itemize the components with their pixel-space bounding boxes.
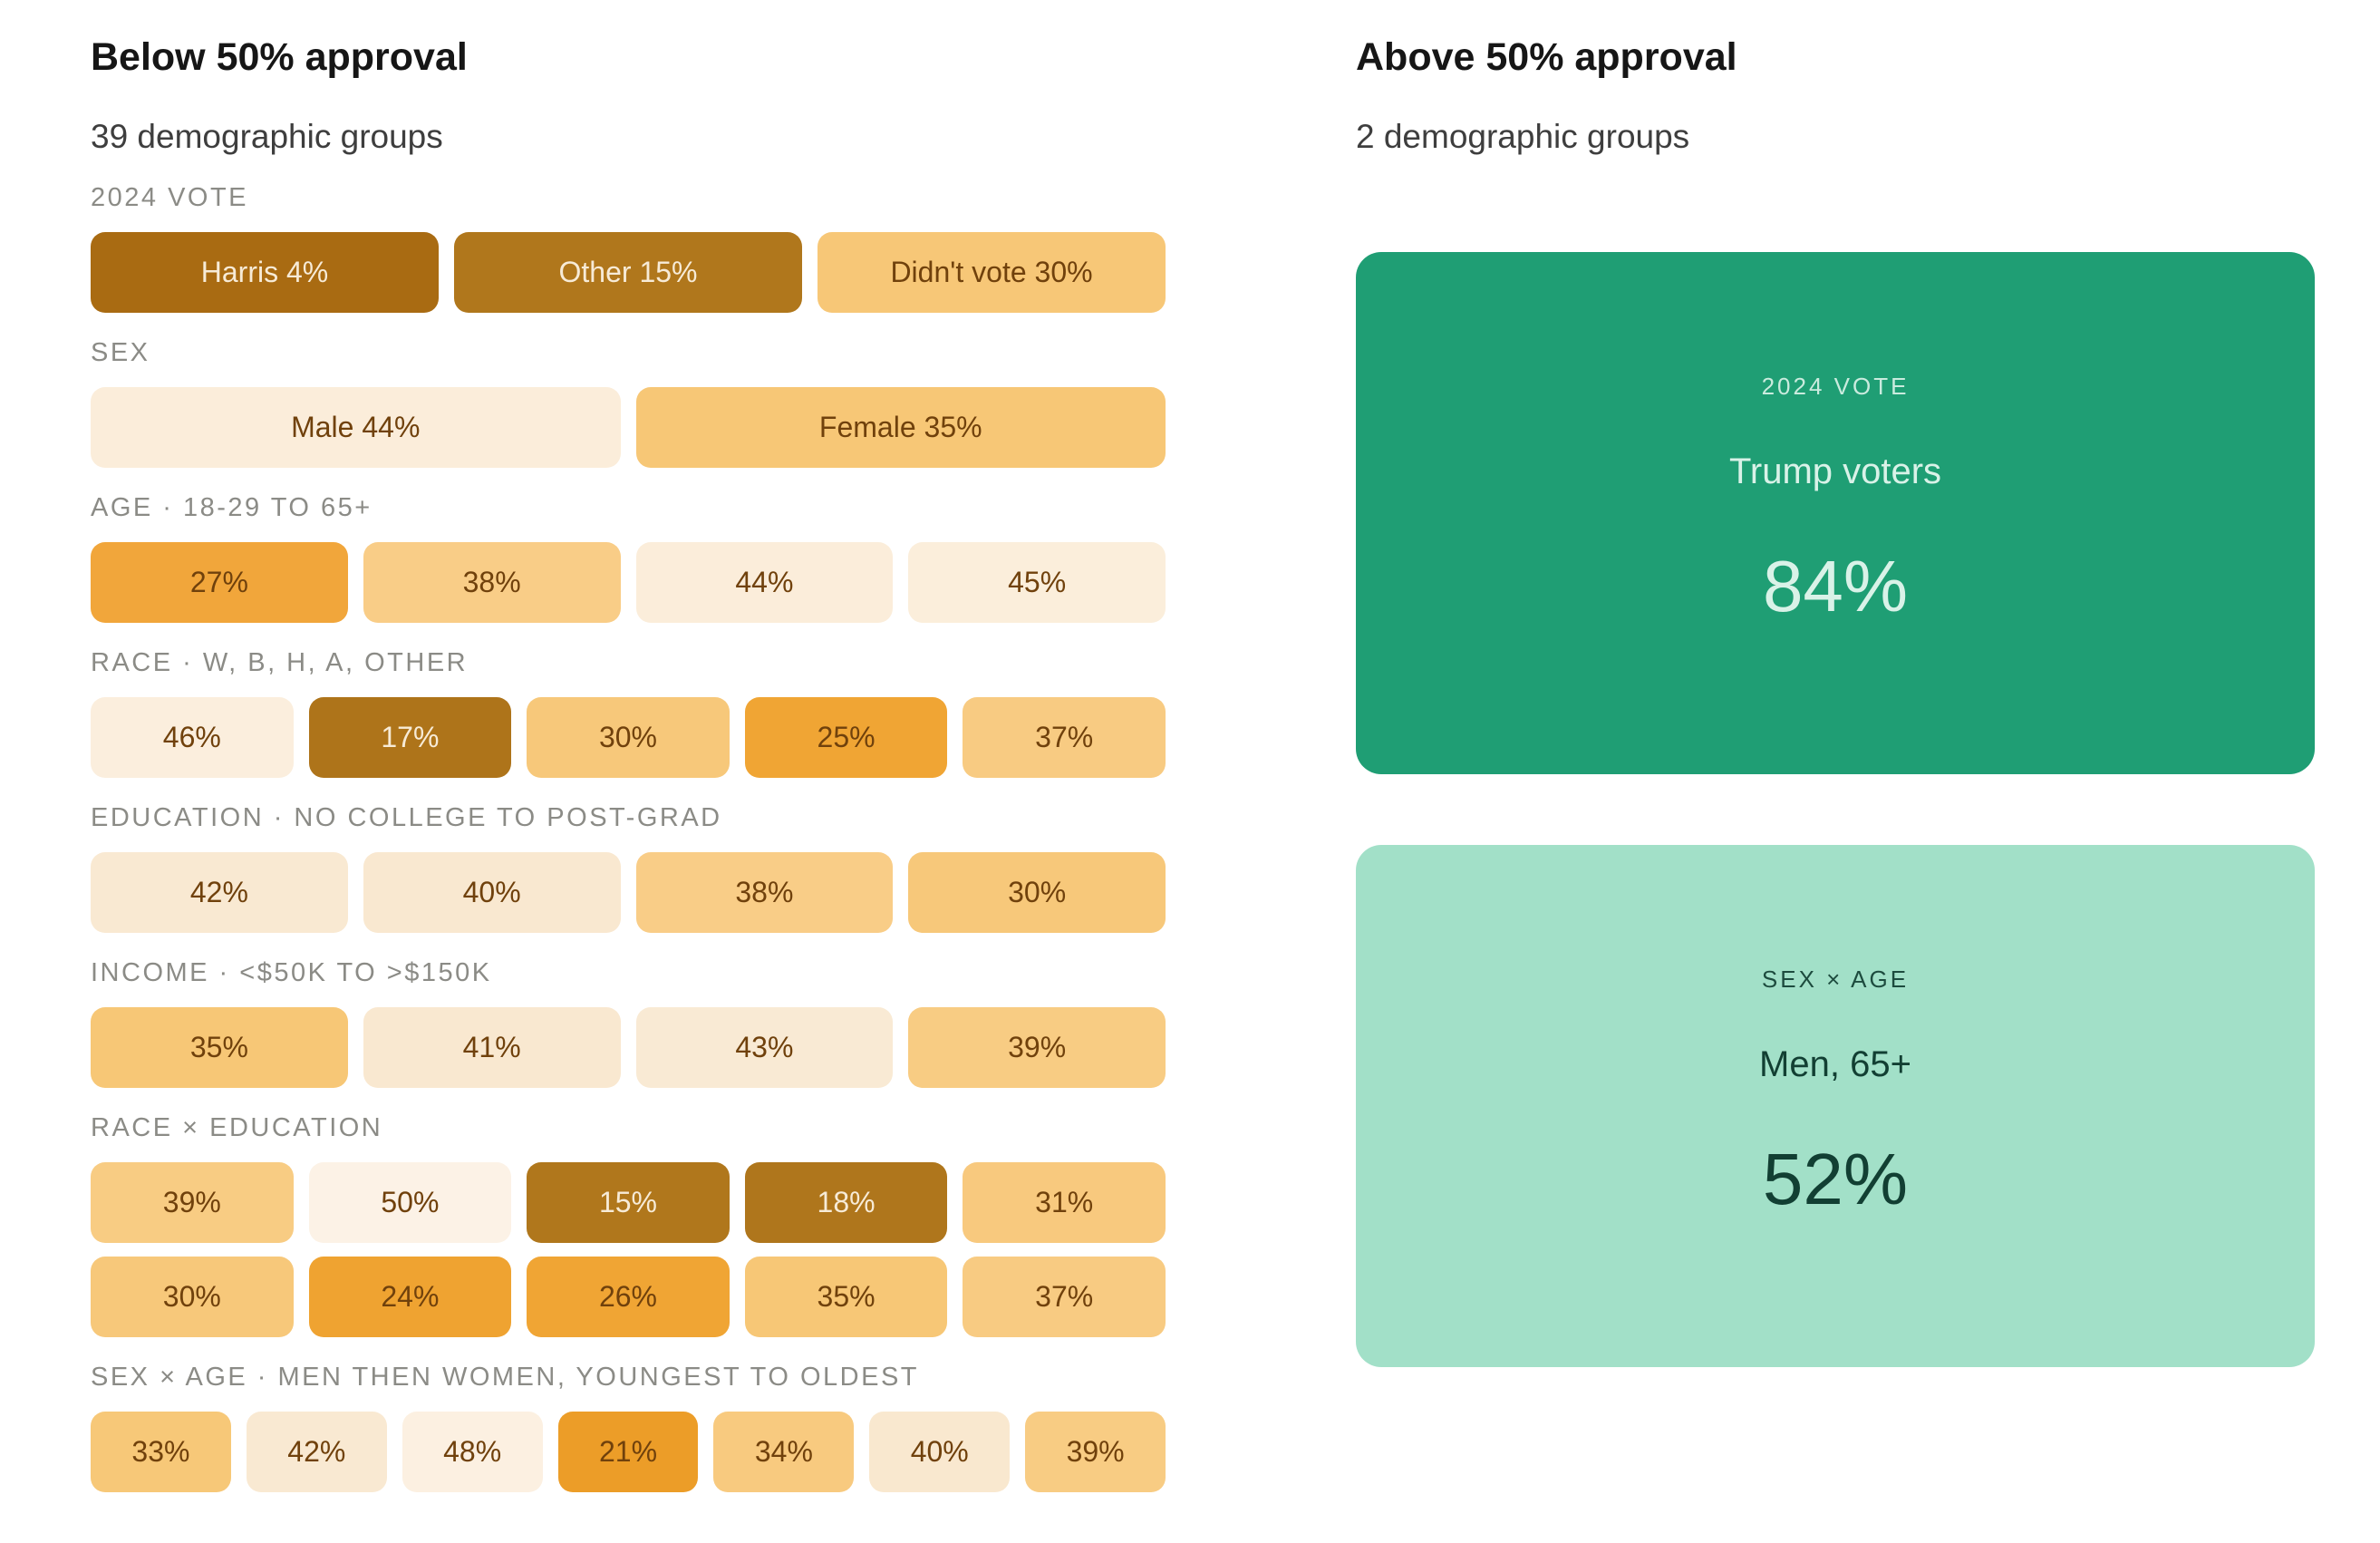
demographic-pill: 48% <box>402 1412 543 1492</box>
demographic-pill: 25% <box>744 697 948 778</box>
card-approval-value: 52% <box>1762 1139 1909 1219</box>
demographic-pill: 38% <box>635 852 894 933</box>
pill-row: 42% 40% 38% 30% <box>91 852 1166 933</box>
demographic-pill: 30% <box>908 852 1166 933</box>
demographic-pill: 34% <box>713 1412 855 1492</box>
demographic-pill: Male 44% <box>91 387 621 468</box>
demographic-pill: 46% <box>91 697 294 778</box>
demographic-pill: 17% <box>308 697 512 778</box>
section-label: INCOME · <$50K TO >$150K <box>91 958 492 987</box>
card-group-name: Trump voters <box>1728 451 1942 491</box>
demographic-pill: Harris 4% <box>91 232 439 313</box>
demographic-pill: 50% <box>308 1162 512 1243</box>
approval-card: 2024 VOTE Trump voters 84% <box>1356 252 2315 774</box>
demographic-pill: 15% <box>527 1162 730 1243</box>
demographic-pill: 18% <box>744 1162 948 1243</box>
demographic-pill: 37% <box>963 1257 1166 1337</box>
demographic-pill: 42% <box>246 1412 387 1492</box>
demographic-pill: 24% <box>308 1257 512 1337</box>
pill-row: Harris 4% Other 15% Didn't vote 30% <box>91 232 1166 313</box>
pill-row: 35% 41% 43% 39% <box>91 1007 1166 1088</box>
pill-row: 33% 42% 48% 21% 34% 40% 39% <box>91 1412 1166 1492</box>
section-label: RACE × EDUCATION <box>91 1113 383 1142</box>
demographic-pill: 21% <box>557 1412 699 1492</box>
demographic-pill: 40% <box>363 852 621 933</box>
section-label: SEX × AGE · MEN THEN WOMEN, YOUNGEST TO … <box>91 1363 920 1392</box>
demographic-pill: 31% <box>963 1162 1166 1243</box>
demographic-pill: 30% <box>91 1257 294 1337</box>
below-50-subtitle: 39 demographic groups <box>91 118 443 155</box>
demographic-pill: Didn't vote 30% <box>818 232 1166 313</box>
card-category-label: SEX × AGE <box>1761 966 1910 993</box>
pill-row: 39% 50% 15% 18% 31% <box>91 1162 1166 1243</box>
sections: 2024 VOTE Harris 4% Other 15% Didn't vote 3… <box>91 183 1166 1492</box>
demographic-pill: 39% <box>1025 1412 1166 1492</box>
demographic-pill: 40% <box>869 1412 1011 1492</box>
demographic-pill: 37% <box>963 697 1166 778</box>
demographic-pill: 44% <box>635 542 894 623</box>
demographic-pill: 41% <box>363 1007 621 1088</box>
approval-card-content: SEX × AGE Men, 65+ 52% <box>1759 966 1911 1221</box>
below-50-panel: Below 50% approval 39 demographic groups… <box>91 34 1166 1492</box>
section-label: RACE · W, B, H, A, OTHER <box>91 648 469 677</box>
demographic-pill: 39% <box>908 1007 1166 1088</box>
demographic-pill: 27% <box>91 542 348 623</box>
above-50-title: Above 50% approval <box>1356 35 1737 79</box>
demographic-pill: 38% <box>363 542 621 623</box>
demographic-pill: Other 15% <box>454 232 802 313</box>
demographic-pill: 43% <box>635 1007 894 1088</box>
pill-row: Male 44% Female 35% <box>91 387 1166 468</box>
section-label: 2024 VOTE <box>91 183 249 212</box>
demographic-pill: 35% <box>744 1257 948 1337</box>
demographic-pill: 26% <box>527 1257 730 1337</box>
pill-row: 46% 17% 30% 25% 37% <box>91 697 1166 778</box>
above-50-subtitle: 2 demographic groups <box>1356 118 1690 155</box>
demographic-pill: 33% <box>91 1412 231 1492</box>
below-50-title: Below 50% approval <box>91 35 468 79</box>
approval-card-content: 2024 VOTE Trump voters 84% <box>1729 373 1941 628</box>
demographic-pill: 39% <box>91 1162 294 1243</box>
card-group-name: Men, 65+ <box>1759 1044 1911 1084</box>
pill-row: 30% 24% 26% 35% 37% <box>91 1257 1166 1337</box>
pill-row: 27% 38% 44% 45% <box>91 542 1166 623</box>
demographic-pill: 42% <box>91 852 348 933</box>
section-label: SEX <box>91 338 150 367</box>
section-label: AGE · 18-29 TO 65+ <box>91 493 372 522</box>
section-label: EDUCATION · NO COLLEGE TO POST-GRAD <box>91 803 722 832</box>
above-50-panel: Above 50% approval 2 demographic groups … <box>1356 34 2315 1367</box>
card-approval-value: 84% <box>1762 546 1909 626</box>
card-category-label: 2024 VOTE <box>1761 373 1910 400</box>
demographic-pill: Female 35% <box>635 387 1166 468</box>
demographic-pill: 30% <box>527 697 730 778</box>
approval-card: SEX × AGE Men, 65+ 52% <box>1356 845 2315 1367</box>
demographic-pill: 45% <box>908 542 1166 623</box>
cards: 2024 VOTE Trump voters 84% SEX × AGE Men, 65… <box>1356 252 2315 1367</box>
demographic-pill: 35% <box>91 1007 348 1088</box>
